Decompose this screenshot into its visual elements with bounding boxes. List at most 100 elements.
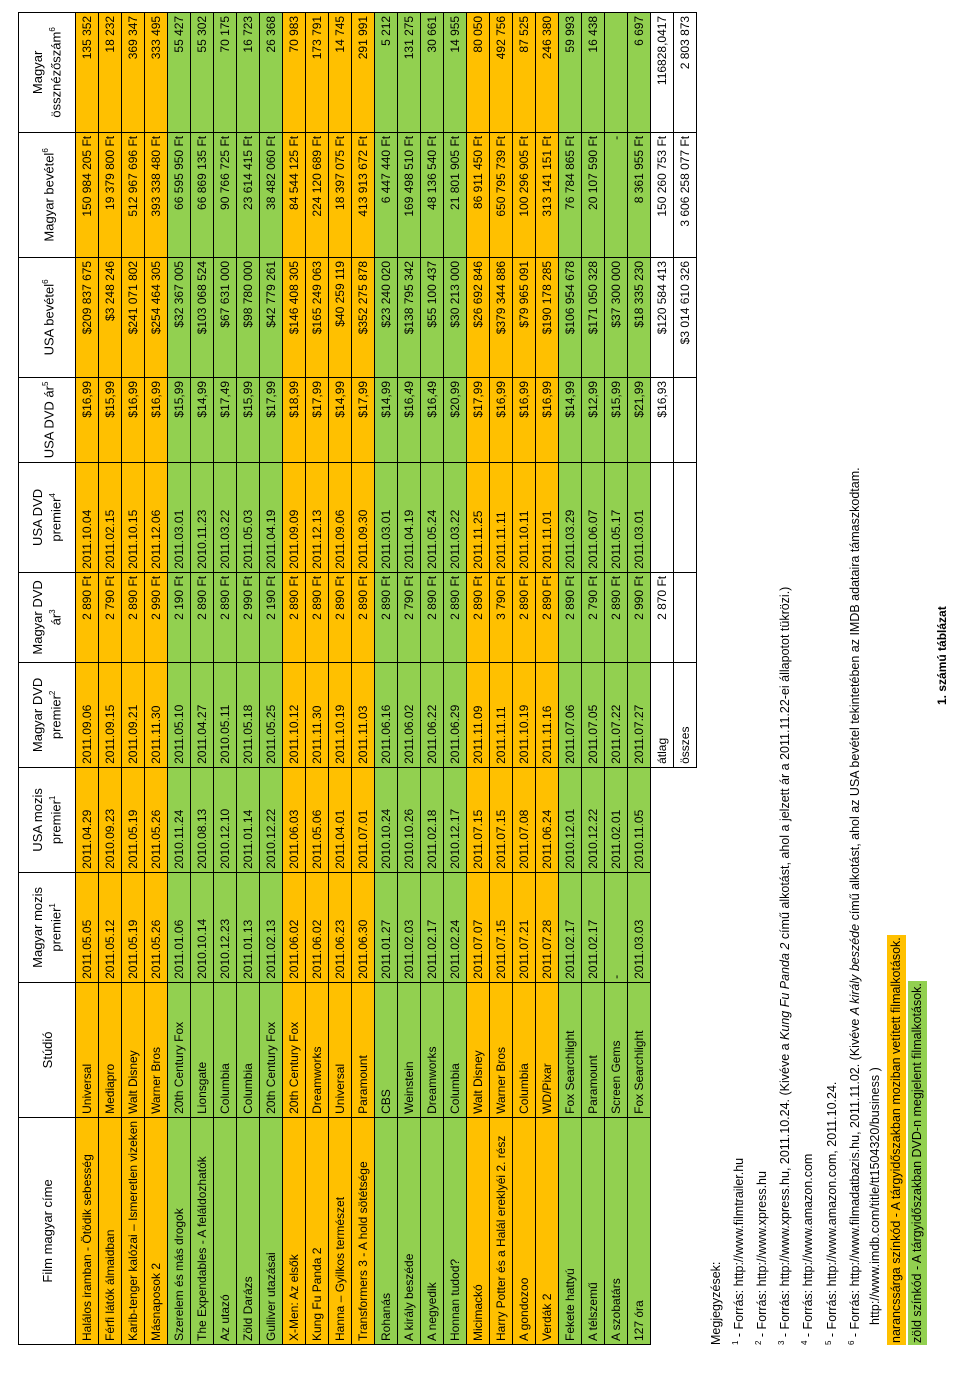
summary-cell: átlag [650,662,674,768]
cell: 169 498 510 Ft [397,132,421,258]
summary-cell [673,462,697,573]
cell: $16,99 [121,377,145,463]
cell: A király beszéde [397,1117,421,1345]
header-label: USA bevétel [41,283,57,356]
cell: $16,49 [420,377,444,463]
cell: The Expendables - A feláldozhatók [190,1117,214,1345]
cell: $17,99 [305,377,329,463]
cell: $17,99 [466,377,490,463]
cell: 2011.06.02 [305,872,329,983]
cell: Paramount [351,982,375,1118]
cell: 2011.10.12 [282,662,306,768]
cell: 2011.05.25 [259,662,283,768]
cell: $16,99 [489,377,513,463]
cell: 2011.05.17 [604,462,628,573]
cell: 2011.04.29 [75,767,99,873]
cell: 18 232 [98,12,122,133]
note-line: 3 - Forrás: http://www.xpress.hu, 2011.1… [772,467,795,1345]
cell: 127 óra [627,1117,651,1345]
column-header: Magyar DVD premier2 [18,662,76,768]
cell: 2011.06.07 [581,462,605,573]
cell: 66 595 950 Ft [167,132,191,258]
cell: 2011.11.30 [305,662,329,768]
film-table: Film magyar címe Stúdió Magyar mozis premi… [18,12,697,1345]
note-text: - Forrás: http://www.filmtrailer.hu [732,1157,747,1341]
cell: 2011.05.06 [305,767,329,873]
cell: 19 379 800 Ft [98,132,122,258]
cell: 2 890 Ft [305,572,329,663]
cell: Columbia [512,982,536,1118]
cell: 3 790 Ft [489,572,513,663]
cell: 2011.04.19 [259,462,283,573]
film-row: X-Men: Az elsők 20th Century Fox 2011.06.0… [282,12,306,1345]
cell: 2011.02.17 [420,872,444,983]
film-row: Zöld Darázs Columbia 2011.01.13 2011.01.14 2… [236,12,260,1345]
cell: 2011.06.02 [397,662,421,768]
cell: 2011.02.24 [443,872,467,983]
cell: A télszemű [581,1117,605,1345]
cell: $17,49 [213,377,237,463]
note-number: 2 [754,1340,764,1345]
cell: 76 784 865 Ft [558,132,582,258]
cell: 20th Century Fox [167,982,191,1118]
film-row: A szobatárs Screen Gems -2011.02.01 2011.07… [604,12,628,1345]
cell: 150 984 205 Ft [75,132,99,258]
column-header: Magyar bevétel6 [18,132,76,258]
cell: $79 965 091 [512,257,536,378]
column-header: Magyar DVD ár3 [18,572,76,663]
cell: A gondozoo [512,1117,536,1345]
cell: 2 890 Ft [604,572,628,663]
header-label: Magyar bevétel [41,152,57,242]
film-row: Harry Potter és a Halál ereklyéi 2. rész… [489,12,513,1345]
cell: 2 890 Ft [443,572,467,663]
note-number: 6 [846,1340,856,1345]
header-note: 1 [48,903,58,908]
cell: Walt Disney [121,982,145,1118]
film-row: Kung Fu Panda 2 Dreamworks 2011.06.02 2011.… [305,12,329,1345]
cell: 2 790 Ft [397,572,421,663]
cell: $16,49 [397,377,421,463]
cell: 2 890 Ft [121,572,145,663]
cell: $14,99 [558,377,582,463]
cell: 2011.02.01 [604,767,628,873]
cell: 26 368 [259,12,283,133]
column-header: USA bevétel6 [18,257,76,378]
cell: 6 697 [627,12,651,133]
cell: Paramount [581,982,605,1118]
cell: 2011.05.19 [121,872,145,983]
cell: 2010.10.14 [190,872,214,983]
cell: $16,99 [512,377,536,463]
cell: 2011.06.22 [420,662,444,768]
cell: Férfi látók álmaidban [98,1117,122,1345]
blank-cell [651,872,674,982]
film-row: A negyedik Dreamworks 2011.02.17 2011.02.18… [420,12,444,1345]
header-label: USA DVD premier [30,488,64,546]
header-note: 1 [48,795,58,801]
header-label: Stúdió [39,1031,55,1069]
film-row: Hanna – Gyilkos természet Universal 2011.0… [328,12,352,1345]
cell: 2 890 Ft [535,572,559,663]
header-note: 5 [40,381,50,386]
cell: - [604,872,628,983]
cell: 2011.06.02 [282,872,306,983]
cell: 2 790 Ft [98,572,122,663]
note-text: - Forrás: http://www.filmadatbazis.hu, 2… [847,1015,862,1341]
cell: $14,99 [190,377,214,463]
cell: $26 692 846 [466,257,490,378]
cell: Universal [328,982,352,1118]
cell: 48 136 540 Ft [420,132,444,258]
legend-text: narancssárga színkód - A tárgyidőszakban… [886,935,906,1345]
header-label: Magyar mozis premier [30,886,64,968]
cell: $3 248 246 [98,257,122,378]
cell: 2011.07.15 [489,872,513,983]
cell: $165 249 063 [305,257,329,378]
cell: Walt Disney [466,982,490,1118]
cell: $37 300 000 [604,257,628,378]
cell: Szerelem és más drogok [167,1117,191,1345]
cell: $21,99 [627,377,651,463]
cell: 2011.09.06 [328,462,352,573]
cell: 2011.03.01 [627,462,651,573]
cell: 2011.09.30 [351,462,375,573]
header-note: 6 [40,279,50,284]
cell: Honnan tudod? [443,1117,467,1345]
